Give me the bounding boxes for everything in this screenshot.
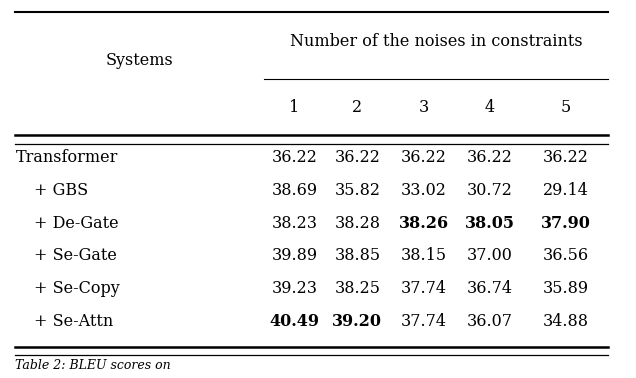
Text: 38.05: 38.05 xyxy=(465,215,515,232)
Text: 37.00: 37.00 xyxy=(467,247,513,264)
Text: 39.20: 39.20 xyxy=(333,313,382,330)
Text: 33.02: 33.02 xyxy=(401,182,446,199)
Text: + GBS: + GBS xyxy=(34,182,88,199)
Text: 39.89: 39.89 xyxy=(272,247,317,264)
Text: + De-Gate: + De-Gate xyxy=(34,215,119,232)
Text: 36.22: 36.22 xyxy=(272,149,317,166)
Text: 38.23: 38.23 xyxy=(272,215,317,232)
Text: 36.22: 36.22 xyxy=(401,149,446,166)
Text: 38.25: 38.25 xyxy=(335,280,380,297)
Text: 30.72: 30.72 xyxy=(467,182,513,199)
Text: 35.89: 35.89 xyxy=(543,280,588,297)
Text: 36.22: 36.22 xyxy=(543,149,588,166)
Text: + Se-Attn: + Se-Attn xyxy=(34,313,114,330)
Text: 2: 2 xyxy=(352,99,363,116)
Text: Table 2: BLEU scores on: Table 2: BLEU scores on xyxy=(15,359,171,372)
Text: 34.88: 34.88 xyxy=(543,313,588,330)
Text: 4: 4 xyxy=(485,99,495,116)
Text: 37.90: 37.90 xyxy=(541,215,590,232)
Text: 37.74: 37.74 xyxy=(401,280,446,297)
Text: 35.82: 35.82 xyxy=(335,182,380,199)
Text: 38.26: 38.26 xyxy=(399,215,448,232)
Text: Transformer: Transformer xyxy=(15,149,118,166)
Text: 5: 5 xyxy=(560,99,570,116)
Text: + Se-Gate: + Se-Gate xyxy=(34,247,117,264)
Text: 36.22: 36.22 xyxy=(467,149,513,166)
Text: 3: 3 xyxy=(418,99,429,116)
Text: 38.15: 38.15 xyxy=(401,247,446,264)
Text: 29.14: 29.14 xyxy=(543,182,588,199)
Text: + Se-Copy: + Se-Copy xyxy=(34,280,120,297)
Text: 36.07: 36.07 xyxy=(467,313,513,330)
Text: 38.85: 38.85 xyxy=(335,247,380,264)
Text: Number of the noises in constraints: Number of the noises in constraints xyxy=(290,33,583,50)
Text: 36.22: 36.22 xyxy=(335,149,380,166)
Text: 38.69: 38.69 xyxy=(272,182,317,199)
Text: 1: 1 xyxy=(289,99,300,116)
Text: 36.74: 36.74 xyxy=(467,280,513,297)
Text: 40.49: 40.49 xyxy=(270,313,319,330)
Text: Systems: Systems xyxy=(106,52,174,69)
Text: 36.56: 36.56 xyxy=(543,247,588,264)
Text: 38.28: 38.28 xyxy=(335,215,380,232)
Text: 37.74: 37.74 xyxy=(401,313,446,330)
Text: 39.23: 39.23 xyxy=(272,280,317,297)
